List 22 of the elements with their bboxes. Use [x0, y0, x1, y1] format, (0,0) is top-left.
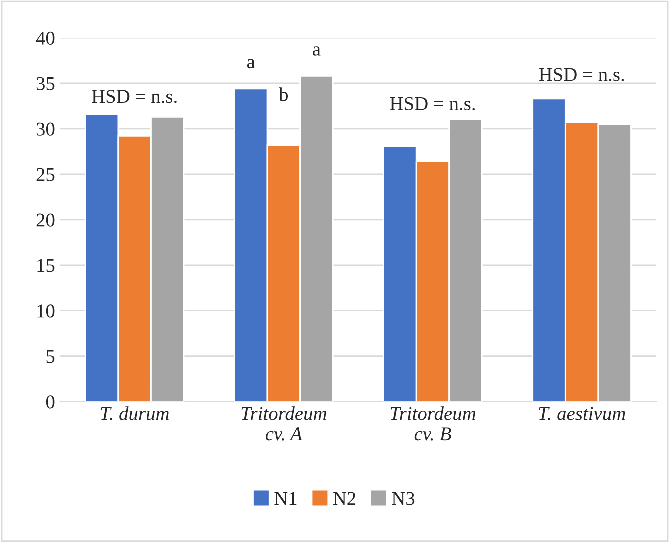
y-tick-label: 10	[38, 304, 55, 318]
annotation: HSD = n.s.	[390, 97, 476, 111]
y-tick-label: 40	[36, 32, 55, 45]
y-tick-label: 35	[36, 77, 55, 90]
x-tick-label: Tritordeum cv. B	[390, 406, 476, 441]
legend-label: N3	[392, 492, 415, 506]
annotation: a	[247, 59, 256, 69]
annotation: b	[279, 88, 288, 102]
y-tick-label: 30	[36, 122, 55, 136]
y-tick-label: 5	[46, 350, 55, 364]
y-tick-label: 20	[36, 214, 55, 227]
legend-label: N1	[274, 492, 297, 506]
annotation: a	[313, 46, 321, 56]
x-tick-label: T. durum	[101, 406, 169, 420]
x-tick-label: Tritordeum cv. A	[242, 406, 326, 441]
x-tick-label: T. aestivum	[539, 407, 626, 420]
annotation: HSD = n.s.	[539, 68, 624, 82]
annotation: HSD = n.s.	[92, 90, 177, 104]
legend-label: N2	[333, 492, 356, 506]
y-tick-label: 0	[46, 396, 55, 409]
y-tick-label: 25	[36, 168, 55, 182]
y-tick-label: 15	[38, 259, 55, 272]
